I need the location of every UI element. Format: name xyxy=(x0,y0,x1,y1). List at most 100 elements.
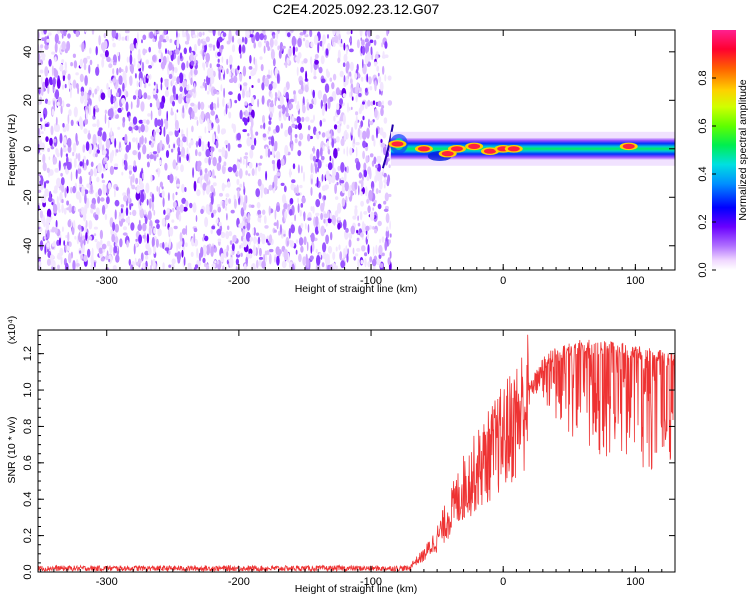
noise-speckle xyxy=(287,240,289,246)
noise-speckle xyxy=(322,93,328,104)
x-tick-label: 0 xyxy=(500,275,506,287)
noise-speckle xyxy=(88,64,91,74)
noise-speckle xyxy=(115,254,120,263)
noise-speckle xyxy=(358,93,362,97)
noise-speckle xyxy=(211,133,216,144)
noise-speckle xyxy=(135,191,141,201)
noise-speckle xyxy=(73,60,78,69)
noise-speckle xyxy=(240,243,244,249)
noise-speckle xyxy=(249,54,252,64)
noise-speckle xyxy=(280,122,283,129)
noise-speckle xyxy=(118,75,123,85)
noise-speckle xyxy=(267,130,270,135)
noise-speckle xyxy=(360,200,364,207)
noise-speckle xyxy=(362,140,367,148)
noise-speckle xyxy=(194,55,197,67)
noise-speckle xyxy=(112,221,116,232)
noise-speckle xyxy=(288,228,291,239)
signal-peak xyxy=(450,146,463,152)
noise-speckle xyxy=(283,62,288,66)
noise-speckle xyxy=(273,229,277,233)
noise-speckle xyxy=(44,77,49,89)
noise-speckle xyxy=(62,147,67,153)
noise-speckle xyxy=(272,34,276,39)
noise-speckle xyxy=(153,209,156,216)
noise-speckle xyxy=(40,117,43,122)
noise-speckle xyxy=(146,161,150,168)
noise-speckle xyxy=(199,50,202,55)
colorbar-gradient xyxy=(712,30,736,270)
noise-speckle xyxy=(320,55,325,65)
noise-speckle xyxy=(245,195,248,204)
noise-speckle xyxy=(136,80,139,88)
noise-speckle xyxy=(337,222,341,230)
noise-speckle xyxy=(93,233,97,237)
colorbar-label: Normalized spectral amplitude xyxy=(737,79,749,220)
noise-speckle xyxy=(375,164,379,169)
noise-speckle xyxy=(231,35,235,43)
noise-speckle xyxy=(367,205,371,214)
noise-speckle xyxy=(296,104,300,111)
noise-speckle xyxy=(252,227,255,235)
noise-speckle xyxy=(128,193,131,203)
noise-speckle xyxy=(320,202,325,212)
noise-speckle xyxy=(353,256,357,261)
noise-speckle xyxy=(60,147,63,158)
noise-speckle xyxy=(220,77,223,81)
noise-speckle xyxy=(284,144,289,156)
noise-speckle xyxy=(242,44,246,53)
noise-speckle xyxy=(191,125,194,133)
noise-speckle xyxy=(100,197,105,202)
noise-speckle xyxy=(85,109,88,120)
noise-speckle xyxy=(345,227,349,233)
noise-speckle xyxy=(200,110,205,121)
noise-speckle xyxy=(73,106,78,118)
noise-speckle xyxy=(150,142,155,148)
noise-speckle xyxy=(337,165,341,171)
noise-speckle xyxy=(247,212,251,224)
noise-speckle xyxy=(86,159,89,166)
noise-speckle xyxy=(124,153,128,161)
noise-speckle xyxy=(205,60,209,68)
noise-speckle xyxy=(321,105,325,117)
noise-speckle xyxy=(387,174,391,184)
noise-speckle xyxy=(362,150,365,160)
noise-speckle xyxy=(266,250,270,256)
noise-speckle xyxy=(205,52,210,63)
noise-speckle xyxy=(303,236,307,246)
noise-speckle xyxy=(140,135,144,145)
noise-speckle xyxy=(201,141,205,152)
noise-speckle xyxy=(142,34,147,41)
noise-speckle xyxy=(332,215,336,226)
spectrogram-signal-peaks xyxy=(388,140,638,158)
noise-speckle xyxy=(302,30,307,35)
noise-speckle xyxy=(220,84,223,92)
noise-speckle xyxy=(38,218,40,228)
noise-speckle xyxy=(177,152,180,164)
noise-speckle xyxy=(376,258,381,266)
noise-speckle xyxy=(88,235,92,241)
noise-speckle xyxy=(86,238,89,244)
noise-speckle xyxy=(360,76,364,82)
noise-speckle xyxy=(257,178,262,187)
noise-speckle xyxy=(340,138,345,147)
noise-speckle xyxy=(219,65,223,70)
noise-speckle xyxy=(208,156,212,166)
noise-speckle xyxy=(51,108,55,116)
noise-speckle xyxy=(382,131,387,139)
noise-speckle xyxy=(142,222,147,232)
noise-speckle xyxy=(231,123,235,129)
noise-speckle xyxy=(311,178,313,185)
noise-speckle xyxy=(56,152,60,158)
noise-speckle xyxy=(152,151,158,155)
noise-speckle xyxy=(337,147,340,152)
noise-speckle xyxy=(135,238,138,242)
noise-speckle xyxy=(50,254,55,260)
noise-speckle xyxy=(274,209,277,220)
noise-speckle xyxy=(198,151,202,157)
noise-speckle xyxy=(210,146,215,153)
noise-speckle xyxy=(226,244,230,252)
spectrogram-frame xyxy=(37,29,676,271)
noise-speckle xyxy=(204,83,207,91)
noise-speckle xyxy=(231,68,236,74)
